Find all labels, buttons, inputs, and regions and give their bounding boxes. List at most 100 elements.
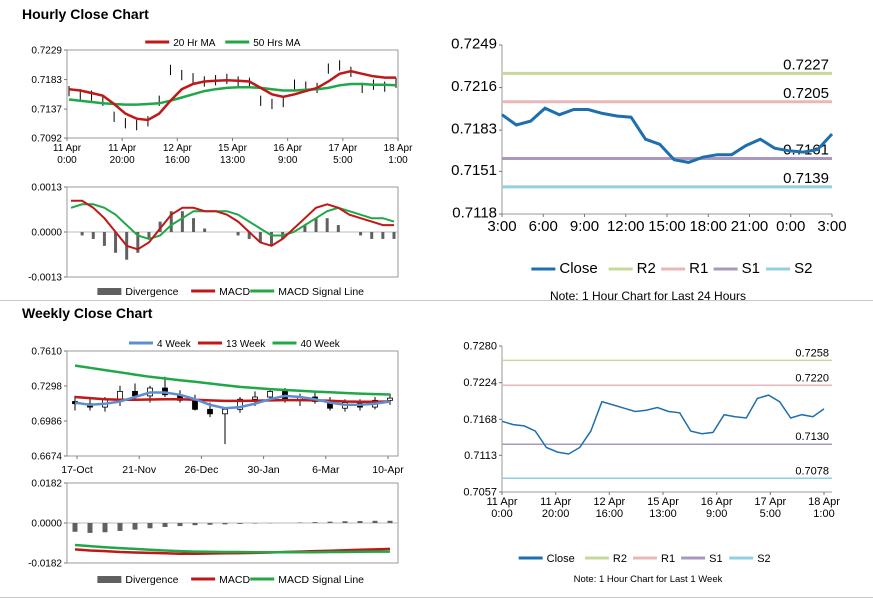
x-tick-label: 11 Apr bbox=[487, 496, 518, 508]
x-tick-label: 12 Apr bbox=[593, 496, 625, 508]
weekly-macd-chart: 0.0182 0.0000 -0.0182 Divergence MACD MACD Si… bbox=[28, 479, 399, 586]
x-tick-label: 18 Apr bbox=[808, 496, 840, 508]
x-tick-label: 11 Apr bbox=[53, 143, 82, 154]
series-line-40w bbox=[74, 364, 391, 396]
x-tick-label: 15 Apr bbox=[218, 143, 248, 154]
candle-body bbox=[267, 390, 273, 398]
candle-body bbox=[252, 396, 258, 400]
y-tick-label: -0.0013 bbox=[28, 273, 62, 284]
candle-body bbox=[207, 408, 213, 415]
hourly-section-title: Hourly Close Chart bbox=[22, 6, 149, 22]
legend-label: S2 bbox=[757, 553, 770, 565]
legend-label: Close bbox=[559, 260, 597, 277]
section-divider bbox=[0, 300, 873, 301]
y-tick-label: 0.7183 bbox=[451, 121, 497, 138]
level-label-s1: 0.7130 bbox=[795, 431, 829, 443]
x-tick-label: 6:00 bbox=[529, 218, 558, 235]
legend-label: Close bbox=[547, 553, 575, 565]
hourly-macd-chart: 0.0013 0.0000 -0.0013 Divergence MACD MACD Si… bbox=[28, 183, 399, 298]
level-label-r1: 0.7205 bbox=[783, 85, 829, 102]
x-tick-label: 18:00 bbox=[689, 218, 727, 235]
legend-label: S1 bbox=[709, 553, 722, 565]
level-label-r2: 0.7227 bbox=[783, 56, 829, 73]
x-tick-label: 3:00 bbox=[487, 218, 516, 235]
legend-label: R1 bbox=[661, 553, 675, 565]
series-line-macd bbox=[71, 199, 394, 251]
y-tick-label: 0.0182 bbox=[31, 479, 62, 490]
legend-label: 40 Week bbox=[301, 339, 341, 350]
legend-label: MACD bbox=[219, 286, 250, 298]
x-tick-label: 17-Oct bbox=[61, 464, 93, 476]
y-tick-label: 0.7229 bbox=[31, 46, 62, 57]
plot-frame bbox=[66, 350, 399, 457]
x-tick-label: 20:00 bbox=[542, 508, 570, 520]
x-tick-label: 30-Jan bbox=[248, 464, 280, 476]
legend-label: Divergence bbox=[125, 286, 178, 298]
x-tick-label: 6-Mar bbox=[312, 464, 340, 476]
legend-swatch bbox=[97, 288, 122, 295]
x-tick-label: 20:00 bbox=[110, 155, 135, 166]
legend-label: R2 bbox=[637, 260, 656, 277]
y-tick-label: 0.0000 bbox=[31, 519, 62, 530]
y-tick-label: 0.7280 bbox=[463, 341, 497, 353]
series-line-close bbox=[501, 106, 834, 164]
x-tick-label: 21:00 bbox=[731, 218, 769, 235]
bottom-divider bbox=[0, 597, 873, 598]
legend-swatch bbox=[97, 576, 122, 583]
series-line-20h-ma bbox=[68, 69, 396, 122]
series-line-close bbox=[501, 394, 825, 455]
y-tick-label: 0.7298 bbox=[31, 382, 62, 393]
y-tick-label: 0.7183 bbox=[31, 75, 62, 86]
x-tick-label: 0:00 bbox=[57, 155, 77, 166]
x-tick-label: 15 Apr bbox=[647, 496, 679, 508]
x-tick-label: 13:00 bbox=[220, 155, 245, 166]
y-tick-label: 0.7137 bbox=[31, 105, 62, 116]
level-label-s2: 0.7139 bbox=[783, 170, 829, 187]
chart-note: Note: 1 Hour Chart for Last 24 Hours bbox=[550, 289, 746, 303]
x-tick-label: 16 Apr bbox=[273, 143, 303, 154]
x-tick-label: 3:00 bbox=[817, 218, 846, 235]
x-tick-label: 0:00 bbox=[776, 218, 805, 235]
x-tick-label: 9:00 bbox=[278, 155, 298, 166]
x-tick-label: 12 Apr bbox=[163, 143, 193, 154]
candle-body bbox=[222, 408, 228, 415]
candle-body bbox=[237, 398, 243, 410]
legend-label: 50 Hrs MA bbox=[253, 38, 301, 49]
x-tick-label: 21-Nov bbox=[122, 464, 157, 476]
candle-body bbox=[387, 397, 393, 401]
y-tick-label: 0.7168 bbox=[463, 414, 497, 426]
y-tick-label: 0.7216 bbox=[451, 78, 497, 95]
x-tick-label: 16:00 bbox=[596, 508, 624, 520]
x-tick-label: 0:00 bbox=[491, 508, 512, 520]
y-tick-label: 0.7610 bbox=[31, 347, 62, 358]
legend-label: Divergence bbox=[125, 574, 178, 586]
x-tick-label: 16:00 bbox=[165, 155, 190, 166]
x-tick-label: 11 Apr bbox=[540, 496, 571, 508]
legend-label: R2 bbox=[613, 553, 627, 565]
y-tick-label: 0.6986 bbox=[31, 417, 62, 428]
candle-body bbox=[192, 399, 198, 410]
x-tick-label: 18 Apr bbox=[384, 143, 414, 154]
plot-frame bbox=[66, 49, 399, 139]
x-tick-label: 16 Apr bbox=[701, 496, 733, 508]
y-tick-label: 0.0013 bbox=[31, 183, 62, 194]
legend-label: S2 bbox=[794, 260, 812, 277]
y-tick-label: 0.7224 bbox=[463, 377, 497, 389]
y-tick-label: 0.7092 bbox=[31, 134, 62, 145]
x-tick-label: 10-Apr bbox=[372, 464, 404, 476]
y-tick-label: 0.7057 bbox=[463, 487, 497, 499]
x-tick-label: 11 Apr bbox=[108, 143, 137, 154]
legend-label: 20 Hr MA bbox=[173, 38, 216, 49]
series-line-50h-ma bbox=[68, 82, 397, 106]
x-tick-label: 12:00 bbox=[607, 218, 645, 235]
y-tick-label: -0.0182 bbox=[28, 559, 62, 570]
weekly-section-title: Weekly Close Chart bbox=[22, 305, 153, 321]
legend-label: R1 bbox=[689, 260, 708, 277]
y-tick-label: 0.7118 bbox=[452, 205, 497, 222]
legend-label: MACD Signal Line bbox=[278, 286, 364, 298]
x-tick-label: 5:00 bbox=[760, 508, 781, 520]
legend-label: MACD bbox=[219, 574, 250, 586]
